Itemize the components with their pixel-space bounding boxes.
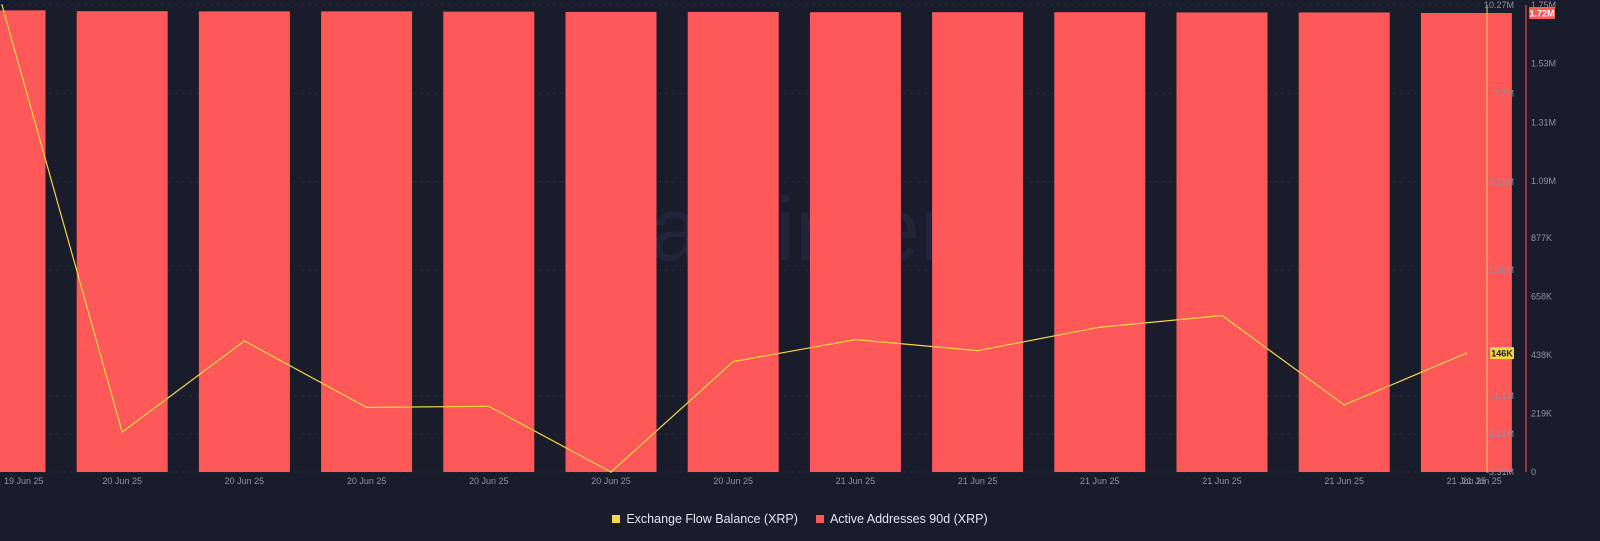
bar-3	[321, 11, 413, 472]
bar-6	[687, 11, 779, 472]
bar-5	[565, 11, 657, 472]
bar-10	[1176, 12, 1268, 473]
right-value-badge-text: 1.72M	[1529, 9, 1554, 19]
right-tick-label-0: 1.75M	[1531, 0, 1556, 10]
x-tick-label-10: 21 Jun 25	[1202, 476, 1242, 486]
left-axis-ticks: 10.27M 7.7M 5.13M 2.56M -1.1M -2.21M -3.31M	[1484, 0, 1514, 477]
bar-4	[443, 11, 535, 473]
x-tick-label-8: 21 Jun 25	[958, 476, 998, 486]
right-value-badge	[1529, 7, 1555, 20]
x-axis-ticks: 19 Jun 25 20 Jun 25 20 Jun 25 20 Jun 25 20 J…	[4, 476, 1502, 486]
line-point-7	[854, 338, 857, 341]
bar-7	[809, 12, 901, 473]
line-series	[1, 4, 1468, 473]
watermark-text: santiment	[605, 180, 995, 280]
legend-item-exchange-flow[interactable]: Exchange Flow Balance (XRP)	[612, 512, 798, 526]
right-tick-label-2: 1.31M	[1531, 117, 1556, 127]
bar-12	[1420, 13, 1512, 473]
x-tick-label-5: 20 Jun 25	[591, 476, 631, 486]
left-tick-label-0: 10.27M	[1484, 0, 1514, 10]
line-point-10	[1221, 314, 1223, 317]
x-tick-label-2: 20 Jun 25	[225, 476, 265, 486]
line-point-3	[365, 406, 368, 409]
line-point-2	[243, 340, 246, 342]
bar-11	[1298, 12, 1390, 473]
line-point-0	[1, 4, 3, 6]
watermark-logo: santiment	[605, 180, 995, 280]
right-tick-label-6: 438K	[1531, 350, 1552, 360]
x-tick-label-9: 21 Jun 25	[1080, 476, 1120, 486]
legend-item-active-addresses[interactable]: Active Addresses 90d (XRP)	[815, 512, 988, 526]
line-point-5	[610, 471, 612, 473]
bar-9	[1054, 12, 1146, 473]
legend-label-exchange-flow: Exchange Flow Balance (XRP)	[626, 512, 798, 526]
right-tick-label-4: 877K	[1531, 233, 1552, 243]
line-point-4	[488, 405, 490, 408]
bar-0	[0, 10, 46, 472]
left-tick-label-3: 2.56M	[1489, 265, 1514, 275]
left-tick-label-2: 5.13M	[1489, 177, 1514, 187]
combo-chart: santiment 10.27M 7.7M 5.13M 2.56M -1.1M -2.21…	[0, 0, 1556, 486]
bar-2	[198, 11, 290, 472]
line-point-1	[121, 431, 123, 433]
line-point-6	[732, 360, 734, 363]
bar-series	[0, 10, 1512, 473]
x-tick-label-1: 20 Jun 25	[102, 476, 142, 486]
right-tick-label-3: 1.09M	[1531, 176, 1556, 186]
right-tick-label-1: 1.53M	[1531, 59, 1556, 69]
line-point-11	[1343, 404, 1345, 406]
x-tick-label-11: 21 Jun 25	[1324, 476, 1364, 486]
x-tick-label-0: 19 Jun 25	[4, 476, 44, 486]
x-tick-label-12: 21 Jun 25	[1447, 476, 1487, 486]
right-tick-label-5: 658K	[1531, 291, 1552, 301]
line-point-12	[1465, 352, 1468, 354]
legend-label-active-addresses: Active Addresses 90d (XRP)	[829, 512, 988, 526]
line-point-9	[1099, 326, 1101, 329]
legend: Exchange Flow Balance (XRP) Active Addre…	[0, 512, 1600, 526]
line-point-8	[976, 349, 979, 352]
left-tick-label-1: 7.7M	[1494, 88, 1514, 98]
legend-swatch-exchange-flow	[612, 515, 621, 523]
x-tick-label-6: 20 Jun 25	[713, 476, 753, 486]
axes	[1486, 5, 1527, 472]
value-badges: 146K 1.72M	[1490, 7, 1555, 360]
left-value-badge	[1490, 347, 1514, 360]
right-tick-label-8: 0	[1531, 467, 1536, 477]
x-tick-label-3: 20 Jun 25	[347, 476, 387, 486]
bar-1	[76, 11, 168, 472]
left-tick-label-5: -2.21M	[1486, 429, 1514, 439]
legend-swatch-active-addresses	[815, 515, 824, 523]
left-value-badge-text: 146K	[1491, 349, 1513, 359]
x-tick-label-7: 21 Jun 25	[836, 476, 876, 486]
right-axis-ticks: 1.75M 1.53M 1.31M 1.09M 877K 658K 438K 219K 0	[1531, 0, 1556, 477]
left-tick-label-6: -3.31M	[1486, 467, 1514, 477]
left-tick-label-4: -1.1M	[1491, 391, 1514, 401]
x-tick-label-4: 20 Jun 25	[469, 476, 509, 486]
bar-8	[932, 12, 1024, 473]
x-tick-label-13: 21 Jun 25	[1462, 476, 1502, 486]
right-tick-label-7: 219K	[1531, 409, 1552, 419]
